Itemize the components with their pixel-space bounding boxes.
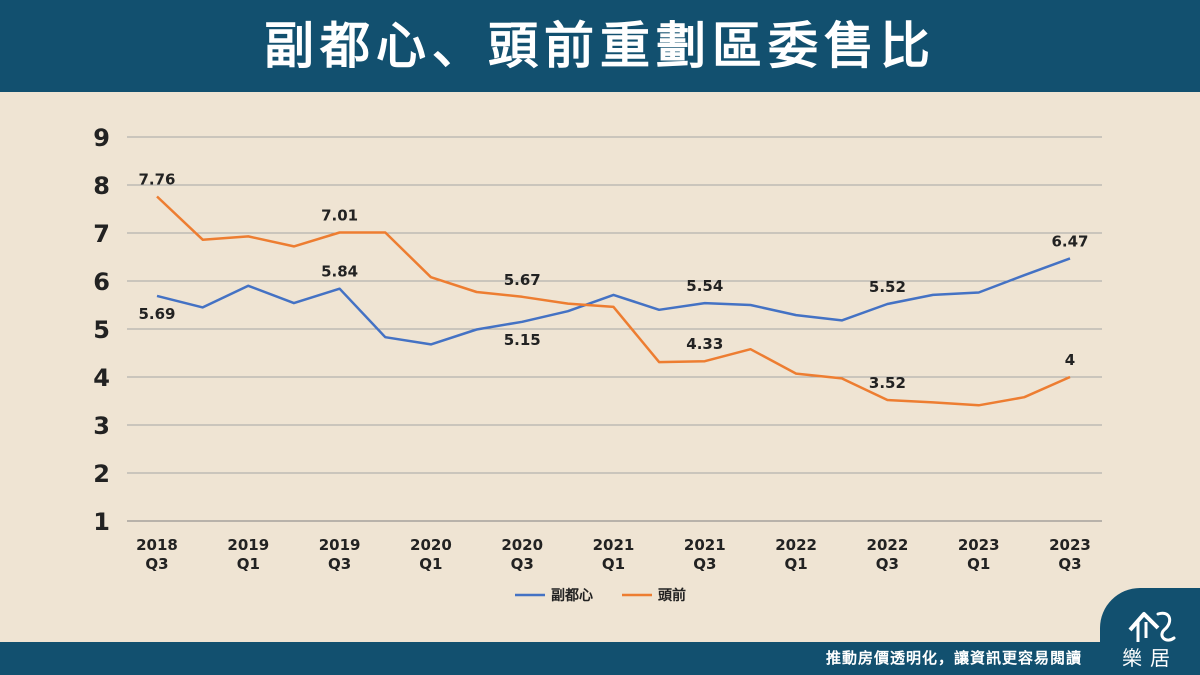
y-tick-label: 5 (93, 316, 110, 344)
x-tick-label: 2019 (319, 536, 361, 554)
brand-logo: 樂居 (1100, 588, 1200, 675)
data-label: 5.69 (138, 305, 175, 323)
data-label: 5.84 (321, 263, 358, 281)
data-label: 7.01 (321, 207, 358, 225)
logo-text: 樂居 (1122, 646, 1178, 670)
data-label: 5.52 (869, 278, 906, 296)
x-tick-label: Q1 (237, 555, 260, 573)
y-tick-label: 2 (93, 460, 110, 488)
x-tick-label: Q3 (511, 555, 534, 573)
footer-bar: 推動房價透明化，讓資訊更容易閱讀 (0, 642, 1200, 675)
y-tick-label: 9 (93, 124, 110, 152)
legend-label: 頭前 (658, 587, 686, 604)
x-tick-label: Q3 (693, 555, 716, 573)
series-line-0 (156, 257, 1071, 346)
x-tick-label: Q3 (876, 555, 899, 573)
x-tick-label: 2022 (867, 536, 909, 554)
x-tick-label: Q1 (784, 555, 807, 573)
x-tick-label: 2020 (501, 536, 543, 554)
x-tick-label: Q1 (602, 555, 625, 573)
x-tick-label: 2023 (958, 536, 1000, 554)
series-line-1 (156, 195, 1071, 407)
x-tick-label: 2019 (227, 536, 269, 554)
x-tick-label: 2021 (593, 536, 635, 554)
x-tick-label: Q3 (328, 555, 351, 573)
x-tick-label: Q3 (145, 555, 168, 573)
header-bar: 副都心、頭前重劃區委售比 (0, 0, 1200, 92)
x-tick-label: 2022 (775, 536, 817, 554)
data-label: 7.76 (138, 171, 175, 189)
x-tick-label: 2023 (1049, 536, 1091, 554)
y-tick-label: 8 (93, 172, 110, 200)
house-logo-icon (1128, 611, 1176, 642)
legend-label: 副都心 (551, 588, 593, 604)
x-tick-label: Q1 (967, 555, 990, 573)
y-tick-label: 1 (93, 508, 110, 536)
data-label: 3.52 (869, 374, 906, 392)
footer-tagline: 推動房價透明化，讓資訊更容易閱讀 (825, 649, 1082, 667)
y-tick-label: 3 (93, 412, 110, 440)
page-title: 副都心、頭前重劃區委售比 (264, 17, 936, 75)
data-label: 5.67 (504, 271, 541, 289)
y-tick-label: 7 (93, 220, 110, 248)
x-tick-label: 2021 (684, 536, 726, 554)
y-tick-label: 4 (93, 364, 110, 392)
data-label: 5.54 (686, 277, 723, 295)
data-label: 4.33 (686, 335, 723, 353)
data-label: 6.47 (1051, 232, 1088, 250)
x-tick-label: Q3 (1058, 555, 1081, 573)
y-tick-label: 6 (93, 268, 110, 296)
data-label: 4 (1065, 351, 1075, 369)
x-tick-label: 2018 (136, 536, 178, 554)
x-tick-label: Q1 (419, 555, 442, 573)
data-label: 5.15 (504, 331, 541, 349)
x-tick-label: 2020 (410, 536, 452, 554)
